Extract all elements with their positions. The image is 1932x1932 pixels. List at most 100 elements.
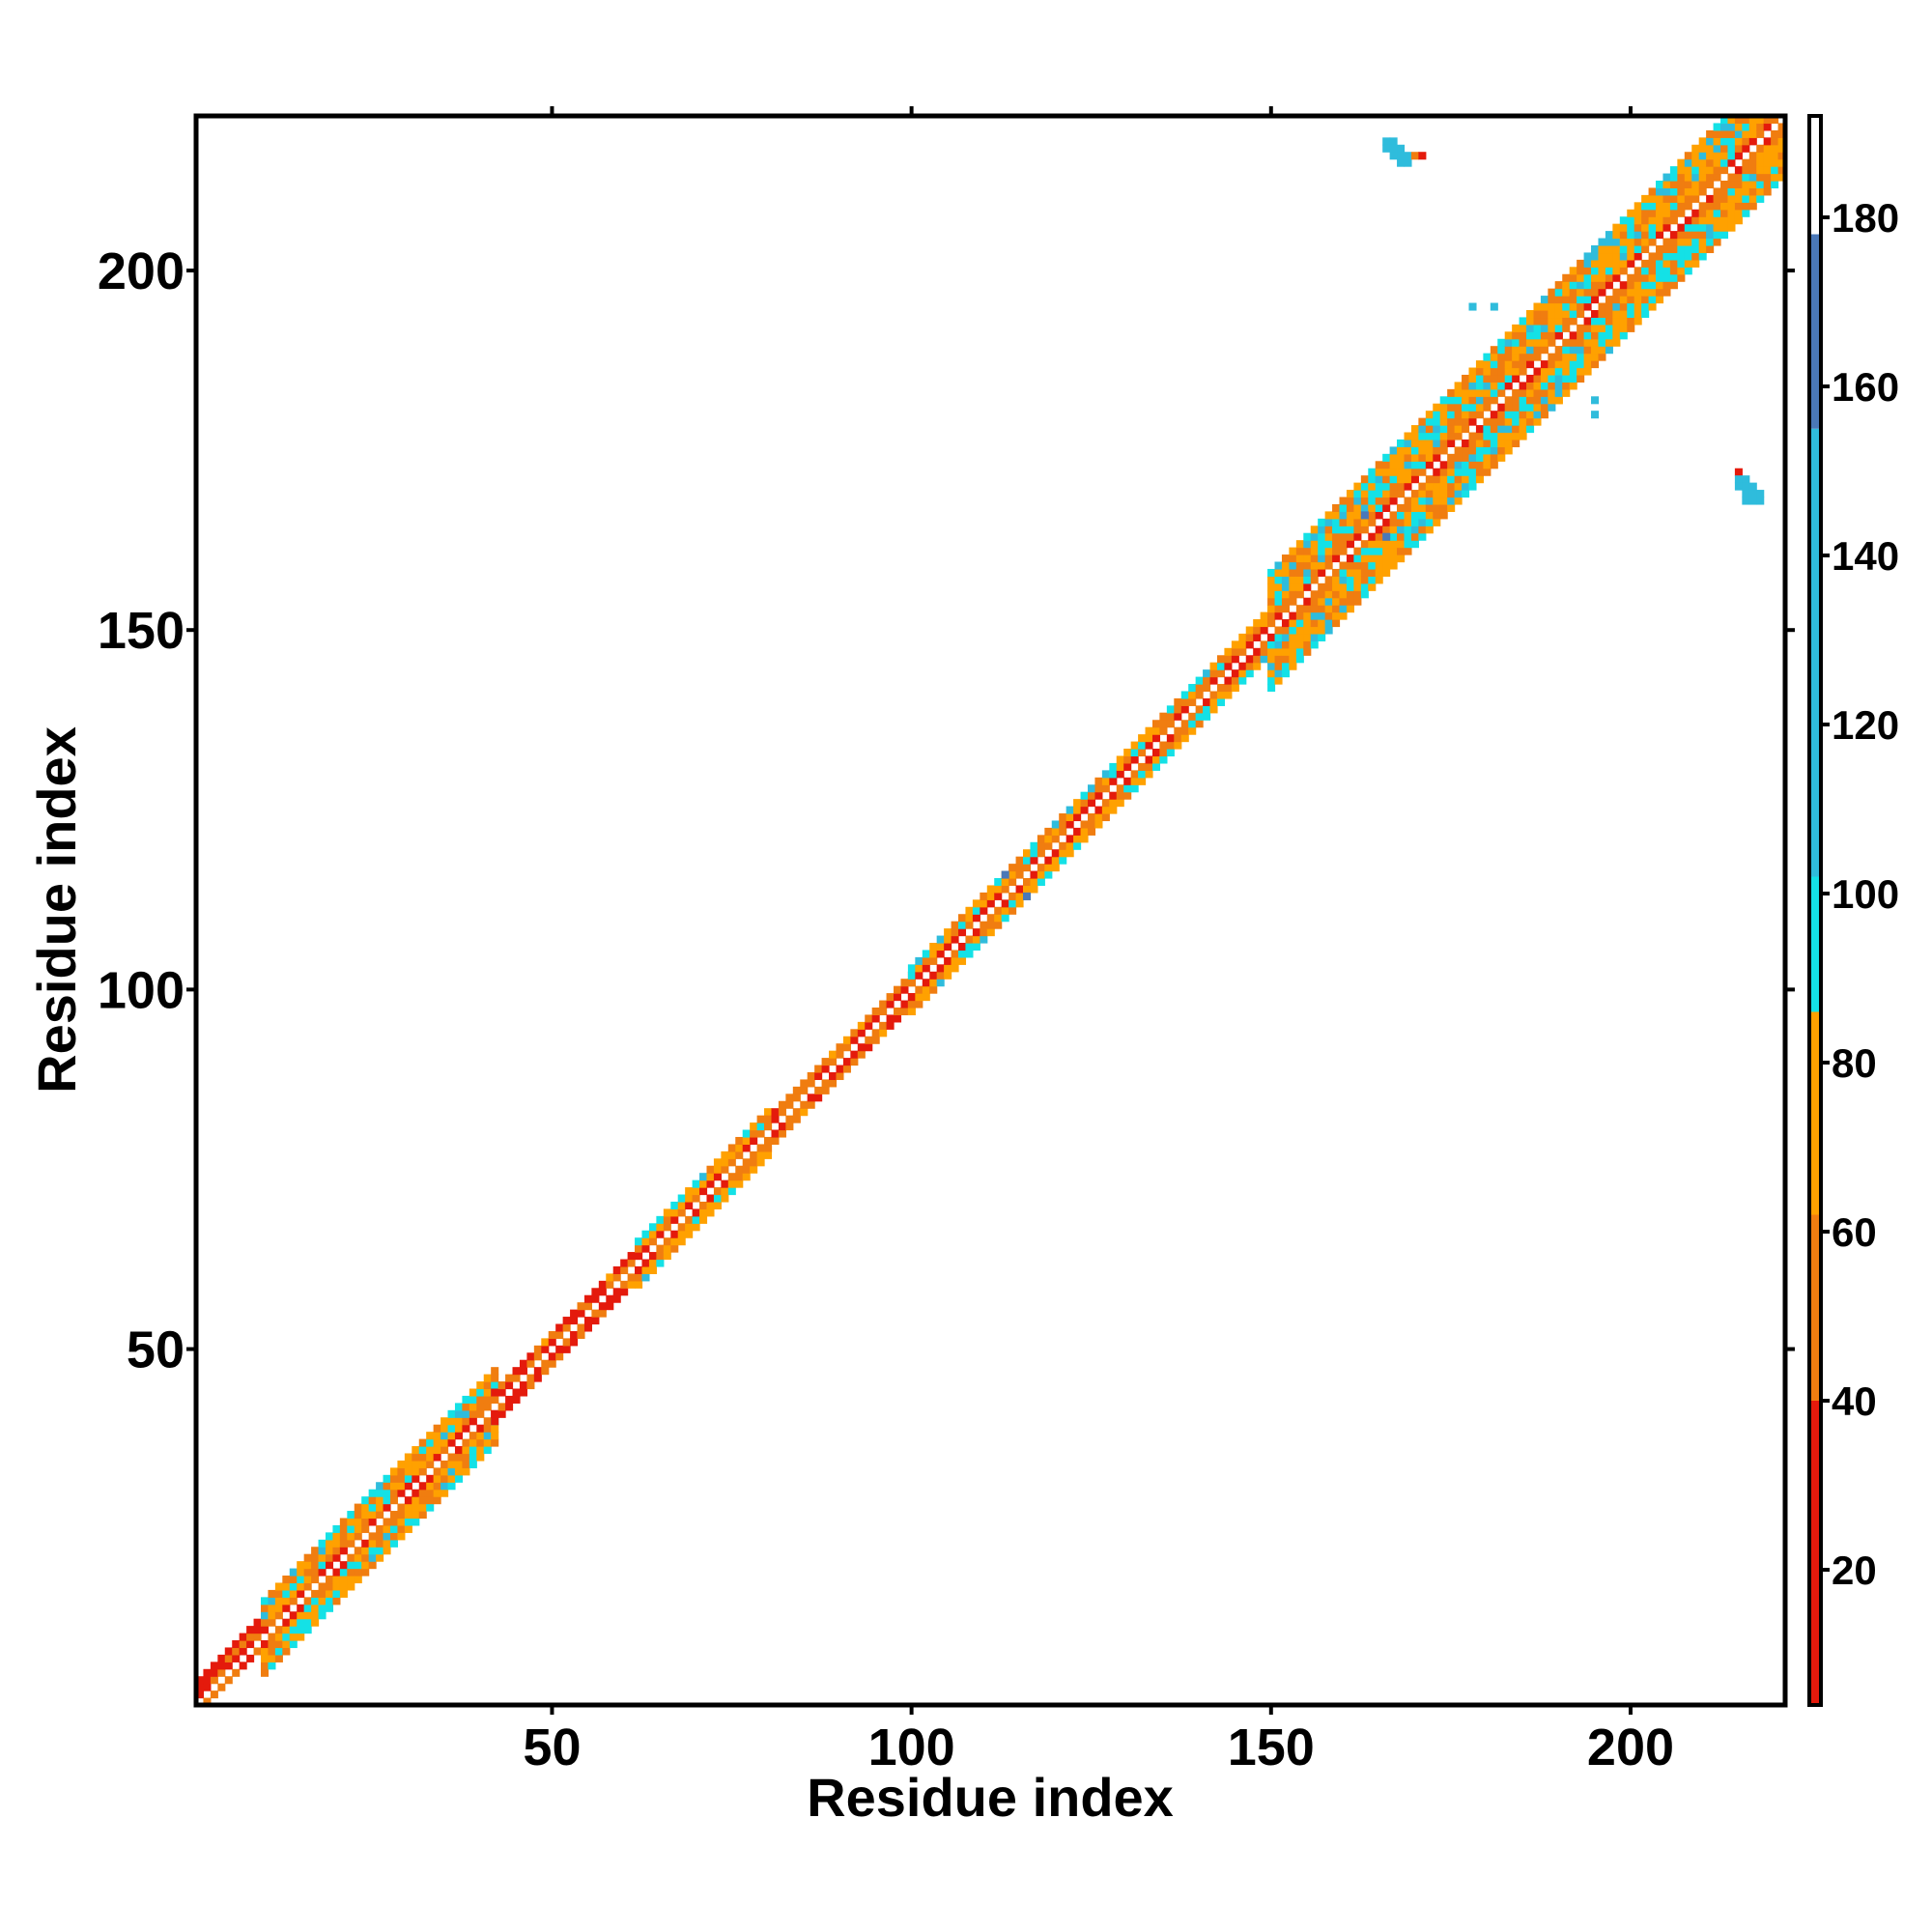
heatmap-cell	[347, 1553, 355, 1562]
heatmap-cell	[1591, 317, 1600, 326]
heatmap-cell	[1512, 374, 1520, 383]
heatmap-cell	[1554, 353, 1563, 361]
heatmap-cell	[1669, 173, 1678, 182]
heatmap-cell	[1734, 202, 1743, 211]
heatmap-cell	[354, 1503, 362, 1512]
heatmap-cell	[354, 1524, 362, 1533]
heatmap-cell	[980, 906, 988, 915]
heatmap-cell	[1375, 526, 1383, 534]
heatmap-cell	[491, 1374, 499, 1382]
heatmap-cell	[685, 1215, 694, 1224]
heatmap-cell	[1397, 511, 1406, 520]
heatmap-cell	[1475, 388, 1484, 397]
heatmap-cell	[1634, 267, 1642, 275]
heatmap-cell	[1662, 216, 1671, 225]
heatmap-cell	[1662, 244, 1671, 254]
heatmap-cell	[339, 1547, 348, 1555]
heatmap-cell	[1777, 129, 1786, 138]
heatmap-cell	[1180, 691, 1189, 699]
heatmap-cell	[1504, 425, 1513, 434]
heatmap-cell	[1123, 791, 1132, 800]
heatmap-cell	[1533, 396, 1542, 405]
heatmap-cell	[376, 1489, 384, 1497]
heatmap-cell	[404, 1511, 412, 1520]
contact-cell	[1748, 482, 1757, 491]
heatmap-cell	[1353, 490, 1362, 498]
heatmap-cell	[1037, 841, 1045, 850]
heatmap-cell	[289, 1626, 298, 1634]
heatmap-cell	[764, 1115, 773, 1123]
heatmap-cell	[1332, 597, 1341, 606]
heatmap-cell	[1612, 288, 1621, 297]
heatmap-cell	[1433, 446, 1441, 455]
heatmap-cell	[1756, 166, 1765, 175]
contact-cell	[1734, 468, 1743, 476]
heatmap-cell	[1713, 123, 1721, 131]
heatmap-cell	[1059, 841, 1067, 850]
heatmap-cell	[303, 1604, 312, 1612]
heatmap-cell	[497, 1403, 506, 1411]
heatmap-cell	[1720, 216, 1729, 225]
heatmap-cell	[871, 1029, 880, 1037]
heatmap-cell	[1015, 899, 1024, 908]
heatmap-cell	[1332, 503, 1341, 512]
heatmap-cell	[1562, 388, 1571, 397]
heatmap-cell	[1548, 403, 1556, 412]
heatmap-cell	[1605, 346, 1613, 355]
heatmap-cell	[879, 1007, 888, 1016]
heatmap-cell	[505, 1395, 514, 1404]
heatmap-cell	[951, 921, 959, 929]
heatmap-cell	[1756, 116, 1765, 125]
heatmap-cell	[376, 1539, 384, 1548]
heatmap-cell	[764, 1136, 773, 1146]
heatmap-cell	[454, 1409, 463, 1418]
heatmap-cell	[1001, 878, 1009, 887]
heatmap-cell	[1454, 497, 1463, 505]
heatmap-cell	[1418, 417, 1427, 426]
heatmap-cell	[1483, 417, 1492, 426]
heatmap-cell	[289, 1611, 298, 1620]
heatmap-cell	[1318, 518, 1326, 526]
heatmap-cell	[800, 1079, 809, 1088]
heatmap-cell	[1174, 734, 1182, 743]
heatmap-cell	[1612, 259, 1621, 268]
heatmap-cell	[1583, 353, 1592, 361]
heatmap-cell	[670, 1201, 679, 1209]
heatmap-cell	[1583, 331, 1592, 340]
heatmap-cell	[936, 971, 945, 980]
heatmap-cell	[1713, 173, 1721, 182]
heatmap-cell	[1289, 568, 1297, 577]
heatmap-cell	[721, 1179, 729, 1188]
heatmap-cell	[1504, 411, 1513, 419]
heatmap-cell	[900, 979, 909, 987]
heatmap-cell	[800, 1108, 809, 1117]
heatmap-cell	[383, 1489, 391, 1497]
heatmap-cell	[376, 1482, 384, 1491]
heatmap-cell	[412, 1467, 420, 1476]
heatmap-cell	[497, 1388, 506, 1397]
heatmap-cell	[1713, 144, 1721, 153]
heatmap-cell	[871, 1007, 880, 1016]
heatmap-cell	[268, 1611, 276, 1620]
heatmap-cell	[1483, 374, 1492, 383]
heatmap-cell	[1742, 123, 1750, 131]
colorbar-band	[1809, 234, 1821, 429]
heatmap-cell	[1684, 244, 1692, 254]
heatmap-cell	[1138, 741, 1147, 750]
heatmap-cell	[483, 1374, 492, 1382]
heatmap-cell	[491, 1409, 499, 1418]
heatmap-cell	[721, 1158, 729, 1167]
heatmap-cell	[318, 1568, 327, 1577]
heatmap-cell	[944, 943, 952, 952]
heatmap-cell	[1439, 411, 1448, 419]
heatmap-cell	[1684, 166, 1692, 175]
heatmap-cell	[958, 956, 967, 965]
heatmap-cell	[1591, 346, 1600, 355]
heatmap-cell	[907, 971, 916, 980]
heatmap-cell	[289, 1568, 298, 1577]
heatmap-cell	[1454, 403, 1463, 412]
heatmap-cell	[469, 1395, 477, 1404]
heatmap-cell	[1318, 561, 1326, 570]
heatmap-cell	[1734, 216, 1743, 225]
heatmap-cell	[677, 1194, 686, 1203]
